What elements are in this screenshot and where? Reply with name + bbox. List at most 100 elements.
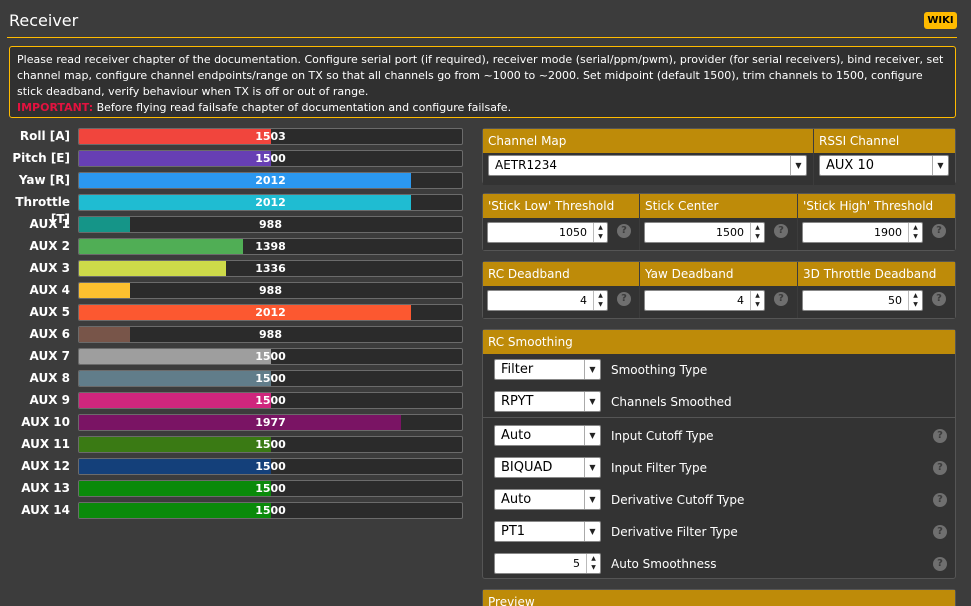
smoothing-row: PT1 ▼ Derivative Filter Type? (483, 516, 955, 548)
smoothing-row: Auto ▼ Derivative Cutoff Type? (483, 484, 955, 516)
rc-deadband-header: RC Deadband (483, 262, 640, 286)
smoothing-select-value: PT1 (501, 524, 526, 539)
chevron-down-icon: ▼ (584, 392, 600, 411)
channel-label: AUX 7 (29, 349, 70, 363)
smoothing-row: RPYT ▼ Channels Smoothed (483, 386, 955, 418)
spinner-arrows-icon[interactable]: ▲ ▼ (593, 291, 607, 310)
channel-map-value: AETR1234 (495, 158, 557, 172)
spinner-arrows-icon[interactable]: ▲ ▼ (593, 223, 607, 242)
channel-bar-fill (79, 371, 271, 386)
smoothing-select[interactable]: PT1 ▼ (494, 521, 601, 542)
yaw-deadband-value: 4 (737, 294, 744, 307)
channel-bar-row: AUX 13 1500 (0, 480, 470, 497)
channel-map-panel: Channel Map RSSI Channel AETR1234 ▼ AUX … (482, 128, 956, 185)
channel-bar-track: 1503 (78, 128, 463, 145)
channel-label: Throttle [T] (15, 195, 70, 226)
smoothing-select[interactable]: Auto ▼ (494, 425, 601, 446)
stick-high-input[interactable]: 1900 ▲ ▼ (802, 222, 923, 243)
preview-panel: Preview (482, 589, 956, 606)
smoothing-label: Derivative Filter Type (611, 525, 738, 539)
channel-bar-fill (79, 173, 411, 188)
wiki-button[interactable]: WIKI (924, 12, 957, 29)
smoothing-select-value: Auto (501, 492, 532, 507)
spinner-arrows-icon[interactable]: ▲ ▼ (908, 223, 922, 242)
channel-label: AUX 10 (21, 415, 70, 429)
spinner-arrows-icon[interactable]: ▲ ▼ (908, 291, 922, 310)
channel-map-input[interactable]: AETR1234 ▼ (488, 155, 807, 176)
channel-bar-track: 1336 (78, 260, 463, 277)
channel-bar-track: 1398 (78, 238, 463, 255)
channel-label: AUX 1 (29, 217, 70, 231)
help-icon[interactable]: ? (933, 493, 947, 507)
channel-bar-track: 1500 (78, 370, 463, 387)
channel-bar-track: 988 (78, 282, 463, 299)
channel-bar-track: 1500 (78, 150, 463, 167)
help-icon[interactable]: ? (932, 292, 946, 306)
auto-smoothness-input[interactable]: 5 ▲ ▼ (494, 553, 601, 574)
yaw-deadband-header: Yaw Deadband (640, 262, 798, 286)
smoothing-select[interactable]: RPYT ▼ (494, 391, 601, 412)
channel-value: 1500 (255, 372, 286, 385)
rssi-channel-select[interactable]: AUX 10 ▼ (819, 155, 949, 176)
channel-value: 1398 (255, 240, 286, 253)
chevron-down-icon: ▼ (790, 156, 806, 175)
stick-center-header: Stick Center (640, 194, 798, 218)
help-icon[interactable]: ? (932, 224, 946, 238)
channel-bar-row: AUX 5 2012 (0, 304, 470, 321)
help-icon[interactable]: ? (617, 292, 631, 306)
channel-bar-track: 988 (78, 326, 463, 343)
channel-label: AUX 11 (21, 437, 70, 451)
yaw-deadband-input[interactable]: 4 ▲ ▼ (644, 290, 765, 311)
note-text: Please read receiver chapter of the docu… (17, 53, 944, 98)
channel-bar-row: AUX 3 1336 (0, 260, 470, 277)
help-icon[interactable]: ? (774, 292, 788, 306)
chevron-down-icon: ▼ (932, 156, 948, 175)
spinner-arrows-icon[interactable]: ▲ ▼ (750, 223, 764, 242)
auto-smoothness-value: 5 (573, 557, 580, 570)
chevron-down-icon: ▼ (584, 522, 600, 541)
help-icon[interactable]: ? (933, 429, 947, 443)
stick-center-value: 1500 (716, 226, 744, 239)
stick-center-input[interactable]: 1500 ▲ ▼ (644, 222, 765, 243)
channel-bar-fill (79, 481, 271, 496)
channel-bar-fill (79, 195, 411, 210)
throttle3d-deadband-header: 3D Throttle Deadband (803, 267, 937, 281)
title-divider (7, 37, 957, 38)
smoothing-select-value: Filter (501, 362, 534, 377)
throttle3d-deadband-input[interactable]: 50 ▲ ▼ (802, 290, 923, 311)
spinner-arrows-icon[interactable]: ▲ ▼ (750, 291, 764, 310)
spinner-arrows-icon[interactable]: ▲ ▼ (586, 554, 600, 573)
help-icon[interactable]: ? (933, 557, 947, 571)
rc-deadband-input[interactable]: 4 ▲ ▼ (487, 290, 608, 311)
smoothing-select[interactable]: Filter ▼ (494, 359, 601, 380)
channel-bar-fill (79, 415, 401, 430)
stick-low-input[interactable]: 1050 ▲ ▼ (487, 222, 608, 243)
deadband-panel: RC Deadband Yaw Deadband 3D Throttle Dea… (482, 261, 956, 319)
channel-bar-row: AUX 6 988 (0, 326, 470, 343)
channel-bar-track: 1500 (78, 348, 463, 365)
channel-bar-row: AUX 9 1500 (0, 392, 470, 409)
help-icon[interactable]: ? (933, 525, 947, 539)
help-icon[interactable]: ? (617, 224, 631, 238)
channel-bar-row: AUX 10 1977 (0, 414, 470, 431)
channel-bar-track: 1500 (78, 436, 463, 453)
channel-label: AUX 6 (29, 327, 70, 341)
channel-value: 1503 (255, 130, 286, 143)
channel-value: 1500 (255, 504, 286, 517)
chevron-down-icon: ▼ (584, 458, 600, 477)
channel-bar-fill (79, 305, 411, 320)
smoothing-select[interactable]: BIQUAD ▼ (494, 457, 601, 478)
channel-bar-row: Roll [A] 1503 (0, 128, 470, 145)
smoothing-label: Channels Smoothed (611, 395, 732, 409)
channel-label: AUX 3 (29, 261, 70, 275)
channel-bar-track: 988 (78, 216, 463, 233)
help-icon[interactable]: ? (774, 224, 788, 238)
channel-value: 988 (259, 284, 282, 297)
smoothing-select[interactable]: Auto ▼ (494, 489, 601, 510)
channel-bar-track: 2012 (78, 304, 463, 321)
help-icon[interactable]: ? (933, 461, 947, 475)
channel-bar-track: 2012 (78, 172, 463, 189)
smoothing-label: Input Filter Type (611, 461, 707, 475)
rssi-channel-header: RSSI Channel (819, 134, 900, 148)
rc-smoothing-header: RC Smoothing (488, 335, 573, 349)
